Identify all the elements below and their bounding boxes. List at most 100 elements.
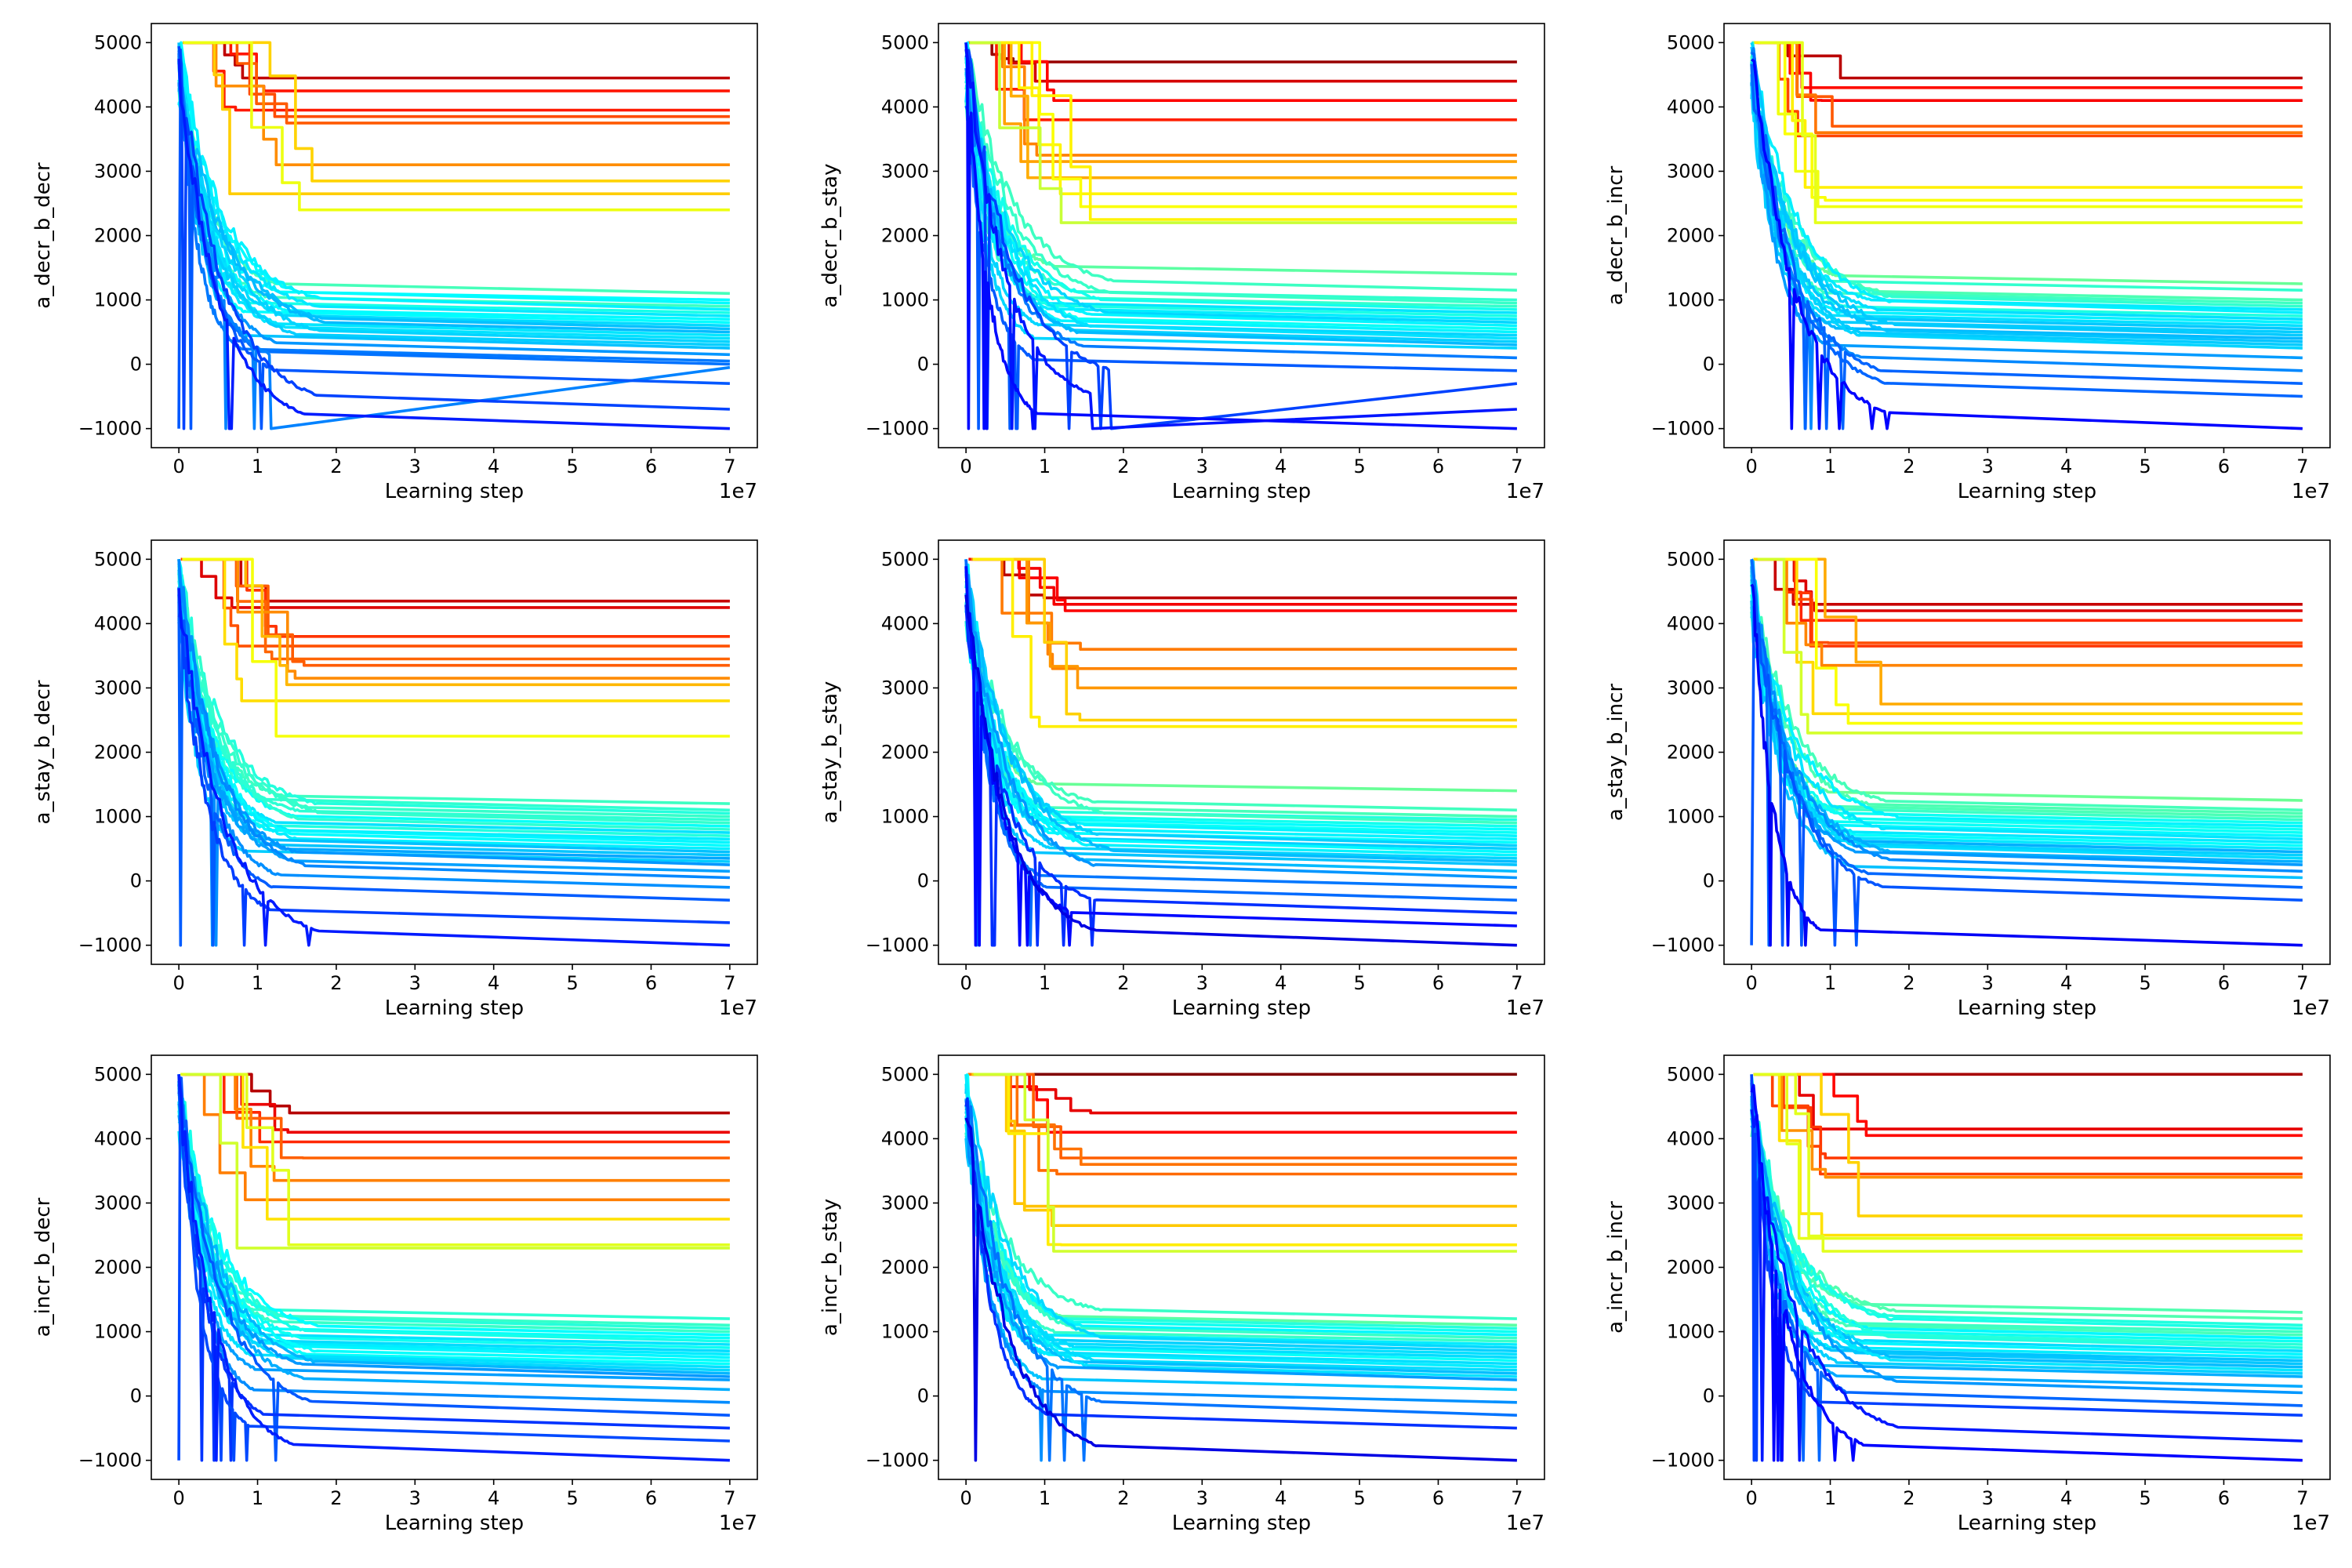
series-line [1750, 1083, 2303, 1462]
subplot-a_incr_b_incr: 0 1 2 3 4 5 6 7 −1000 0 1000 2000 3000 4000 5000 Learni… [1604, 1054, 2331, 1535]
series-line [1750, 580, 2303, 812]
y-tick-label: 0 [917, 870, 929, 892]
y-tick-label: 5000 [1667, 548, 1715, 570]
y-tick-label: 1000 [881, 1321, 929, 1343]
y-tick-label: −1000 [866, 418, 929, 440]
x-tick-label: 2 [1903, 1487, 1915, 1509]
x-tick-label: 4 [488, 456, 499, 477]
x-tick-label: 3 [1982, 1487, 1994, 1509]
y-tick-label: 3000 [881, 677, 929, 699]
series-line [964, 49, 1518, 430]
series-line [1758, 1073, 2303, 1179]
x-tick-label: 2 [1117, 1487, 1129, 1509]
y-axis-label: a_stay_b_decr [31, 680, 55, 824]
y-tick-label: 2000 [94, 1257, 142, 1279]
series-line [177, 559, 730, 880]
x-tick-label: 2 [330, 456, 342, 477]
series-line [964, 42, 1517, 430]
series-line [964, 81, 1517, 337]
series-line [187, 1073, 730, 1202]
series-line [1750, 65, 2303, 360]
series-line [177, 1087, 730, 1337]
series-line [187, 557, 730, 702]
series-line [974, 557, 1517, 612]
series-line [186, 1073, 730, 1250]
series-line [1750, 579, 2303, 873]
y-axis-label: a_decr_b_decr [31, 162, 55, 309]
x-axis-label: Learning step [1172, 996, 1311, 1020]
y-tick-label: 3000 [1667, 160, 1715, 182]
series-line [1754, 1073, 2303, 1131]
x-tick-label: 2 [330, 972, 342, 994]
x-tick-label: 5 [1353, 456, 1365, 477]
series-line [177, 1083, 730, 1334]
series-line [177, 45, 730, 430]
series-line [184, 41, 730, 195]
series-line [971, 41, 1517, 157]
x-tick-label: 1 [1039, 456, 1051, 477]
x-tick-label: 4 [2060, 456, 2072, 477]
series-line [177, 570, 730, 825]
series-line [964, 593, 1517, 863]
series-line [969, 1073, 1517, 1160]
x-tick-label: 4 [1275, 456, 1287, 477]
series-line [183, 557, 730, 661]
x-tick-label: 0 [172, 456, 184, 477]
y-tick-label: 5000 [881, 1063, 929, 1085]
y-tick-label: 1000 [1667, 806, 1715, 828]
y-tick-label: 3000 [94, 1192, 142, 1214]
series-line [1756, 557, 2303, 667]
series-line [182, 1073, 730, 1115]
subplot-a_incr_b_stay: 0 1 2 3 4 5 6 7 −1000 0 1000 2000 3000 4000 5000 Learni… [818, 1054, 1545, 1535]
y-tick-label: 3000 [881, 160, 929, 182]
subplot-a_decr_b_decr: 0 1 2 3 4 5 6 7 −1000 0 1000 2000 3000 4000 5000 Learni… [31, 23, 758, 503]
series-line [1750, 64, 2303, 292]
x-tick-label: 1 [1039, 1487, 1051, 1509]
series-line [964, 604, 1517, 947]
y-axis-label: a_incr_b_incr [1604, 1201, 1628, 1334]
series-line [964, 1105, 1517, 1378]
y-tick-label: 4000 [1667, 96, 1715, 118]
x-tick-label: 5 [566, 456, 578, 477]
series-line [1759, 41, 2303, 224]
series-lines [1750, 41, 2303, 430]
series-line [964, 71, 1517, 311]
series-line [177, 63, 730, 318]
x-tick-label: 7 [1511, 972, 1523, 994]
series-line [1753, 557, 2303, 716]
series-line [177, 1074, 730, 1462]
series-line [1750, 604, 2303, 947]
series-lines [177, 557, 730, 947]
y-tick-label: −1000 [78, 935, 142, 956]
series-line [971, 41, 1517, 221]
series-line [975, 557, 1517, 690]
x-tick-label: 6 [645, 456, 657, 477]
x-offset-label: 1e7 [1506, 1512, 1544, 1535]
x-tick-label: 6 [2218, 1487, 2230, 1509]
x-tick-label: 7 [724, 972, 735, 994]
y-tick-label: 0 [130, 354, 142, 376]
series-line [1751, 58, 2303, 430]
y-axis-label: a_stay_b_stay [818, 681, 842, 824]
series-line [187, 41, 730, 112]
y-tick-label: 2000 [94, 225, 142, 247]
series-line [1754, 1073, 2303, 1218]
y-tick-label: 2000 [1667, 1257, 1715, 1279]
x-tick-label: 5 [2139, 456, 2151, 477]
series-line [972, 557, 1517, 728]
x-tick-label: 6 [1432, 972, 1444, 994]
series-line [974, 1073, 1517, 1176]
x-tick-label: 2 [1903, 456, 1915, 477]
series-line [1758, 1073, 2303, 1237]
x-offset-label: 1e7 [2292, 1512, 2330, 1535]
subplot-a_stay_b_incr: 0 1 2 3 4 5 6 7 −1000 0 1000 2000 3000 4000 5000 Learni… [1604, 539, 2331, 1020]
series-line [177, 60, 730, 325]
series-line [1759, 41, 2303, 134]
series-line [967, 1073, 1517, 1166]
x-tick-label: 6 [1432, 456, 1444, 477]
y-tick-label: 1000 [1667, 1321, 1715, 1343]
series-line [971, 557, 1517, 651]
x-tick-label: 7 [724, 1487, 735, 1509]
x-tick-label: 1 [252, 456, 263, 477]
